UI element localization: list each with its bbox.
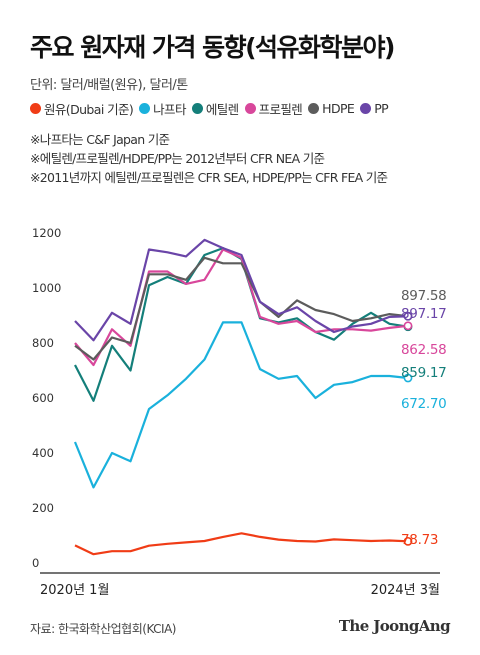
series-end-point-3 bbox=[403, 321, 413, 331]
legend-item-hdpe: HDPE bbox=[308, 99, 355, 118]
legend-item-ethylene: 에틸렌 bbox=[191, 99, 239, 118]
x-tick-label-start: 2020년 1월 bbox=[40, 583, 109, 598]
y-tick-label: 400 bbox=[32, 446, 54, 460]
notes: ※나프타는 C&F Japan 기준 ※에틸렌/프로필렌/HDPE/PP는 20… bbox=[30, 130, 388, 187]
legend-swatch-hdpe bbox=[308, 103, 320, 114]
legend-swatch-ethylene bbox=[191, 103, 203, 114]
legend-item-propylene: 프로필렌 bbox=[244, 99, 303, 118]
end-value-label: 897.17 bbox=[401, 306, 446, 322]
source-label: 자료: 한국화학산업협회(KCIA) bbox=[30, 622, 176, 636]
series-line-1 bbox=[73, 321, 409, 489]
legend-label-crude: 원유(Dubai 기준) bbox=[44, 102, 134, 117]
legend-swatch-propylene bbox=[244, 103, 256, 114]
y-tick-label: 1000 bbox=[32, 281, 61, 295]
x-tick-label-end: 2024년 3월 bbox=[371, 583, 440, 598]
note-2012-basis: ※에틸렌/프로필렌/HDPE/PP는 2012년부터 CFR NEA 기준 bbox=[30, 151, 325, 166]
legend-label-naphtha: 나프타 bbox=[153, 102, 186, 117]
y-tick-label: 1200 bbox=[32, 226, 61, 240]
page-title: 주요 원자재 가격 동향(석유화학분야) bbox=[30, 33, 395, 62]
legend-label-ethylene: 에틸렌 bbox=[205, 102, 239, 117]
legend-label-hdpe: HDPE bbox=[322, 101, 355, 116]
y-tick-label: 800 bbox=[32, 336, 54, 350]
end-value-label: 78.73 bbox=[401, 532, 438, 548]
legend-item-pp: PP bbox=[360, 99, 389, 118]
series-end-point-0 bbox=[403, 536, 413, 546]
y-tick-label: 600 bbox=[32, 391, 54, 405]
legend-swatch-crude bbox=[30, 103, 41, 114]
series-line-0 bbox=[74, 532, 409, 556]
series-end-point-1 bbox=[403, 373, 413, 383]
brand-logo: The JoongAng bbox=[338, 617, 451, 635]
series-line-4 bbox=[74, 256, 409, 361]
unit-label: 단위: 달러/배럴(원유), 달러/톤 bbox=[30, 78, 188, 93]
series-line-3 bbox=[74, 248, 409, 367]
note-naphtha: ※나프타는 C&F Japan 기준 bbox=[30, 132, 170, 147]
legend-swatch-pp bbox=[360, 103, 372, 114]
y-tick-label: 200 bbox=[32, 501, 54, 515]
y-tick-label: 0 bbox=[32, 556, 39, 570]
legend-item-naphtha: 나프타 bbox=[139, 99, 186, 118]
series-end-point-5 bbox=[403, 311, 413, 321]
end-value-label: 862.58 bbox=[401, 342, 446, 358]
legend-label-propylene: 프로필렌 bbox=[258, 102, 303, 117]
end-value-label: 672.70 bbox=[401, 396, 446, 412]
legend-label-pp: PP bbox=[374, 101, 389, 116]
series-line-5 bbox=[74, 238, 409, 342]
end-value-label: 897.58 bbox=[401, 288, 446, 304]
legend-swatch-naphtha bbox=[139, 103, 151, 114]
note-2011-basis: ※2011년까지 에틸렌/프로필렌은 CFR SEA, HDPE/PP는 CFR… bbox=[30, 170, 388, 185]
legend: 원유(Dubai 기준) 나프타 에틸렌 프로필렌 HDPE PP bbox=[30, 99, 394, 118]
legend-item-crude: 원유(Dubai 기준) bbox=[30, 99, 134, 118]
end-value-label: 859.17 bbox=[401, 365, 446, 381]
